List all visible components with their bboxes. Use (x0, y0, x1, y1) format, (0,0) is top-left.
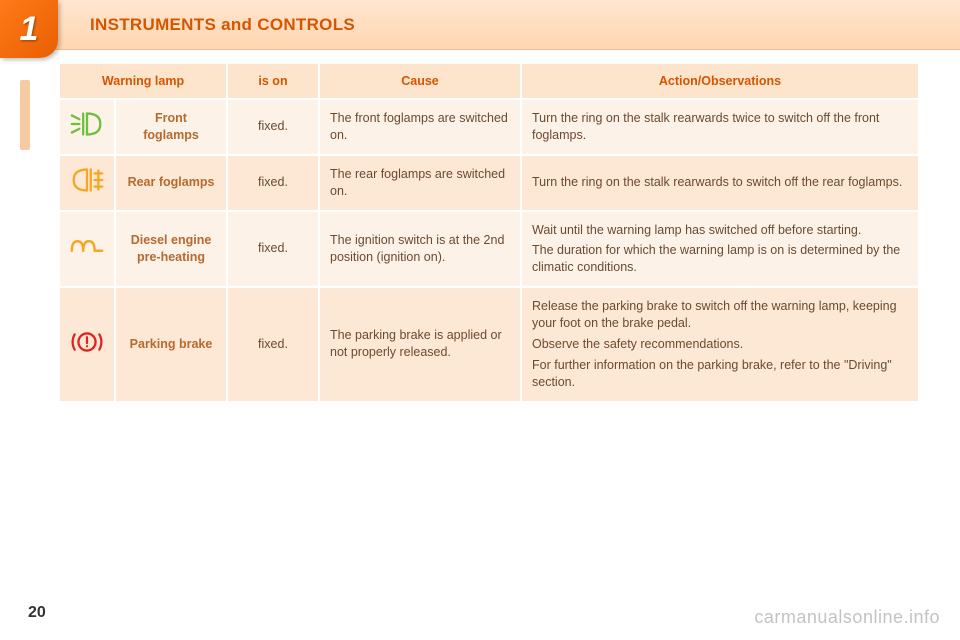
th-ison: is on (228, 64, 318, 98)
action-line: For further information on the parking b… (532, 357, 908, 391)
lamp-ison: fixed. (228, 156, 318, 210)
lamp-name: Rear foglamps (116, 156, 226, 210)
lamp-name: Diesel engine pre-heating (116, 212, 226, 287)
header-bar: INSTRUMENTS and CONTROLS (0, 0, 960, 50)
lamp-action: Wait until the warning lamp has switched… (522, 212, 918, 287)
lamp-cause: The rear foglamps are switched on. (320, 156, 520, 210)
lamp-cause: The front foglamps are switched on. (320, 100, 520, 154)
table-header-row: Warning lamp is on Cause Action/Observat… (60, 64, 918, 98)
page-number: 20 (28, 604, 46, 622)
front-foglamp-icon (60, 100, 114, 154)
table-row: Diesel engine pre-heating fixed. The ign… (60, 212, 918, 287)
lamp-ison: fixed. (228, 288, 318, 400)
side-tab (20, 80, 30, 150)
table-row: Rear foglamps fixed. The rear foglamps a… (60, 156, 918, 210)
lamp-name: Front foglamps (116, 100, 226, 154)
action-line: Observe the safety recommendations. (532, 336, 908, 353)
action-line: Turn the ring on the stalk rearwards to … (532, 174, 908, 191)
watermark: carmanualsonline.info (754, 607, 940, 628)
lamp-action: Turn the ring on the stalk rearwards to … (522, 156, 918, 210)
warning-lamp-table: Warning lamp is on Cause Action/Observat… (58, 62, 920, 403)
lamp-name: Parking brake (116, 288, 226, 400)
page-title: INSTRUMENTS and CONTROLS (90, 15, 355, 35)
parking-brake-icon (60, 288, 114, 400)
table-row: Front foglamps fixed. The front foglamps… (60, 100, 918, 154)
lamp-ison: fixed. (228, 100, 318, 154)
lamp-action: Turn the ring on the stalk rearwards twi… (522, 100, 918, 154)
chapter-number: 1 (20, 10, 39, 49)
action-line: Wait until the warning lamp has switched… (532, 222, 908, 239)
rear-foglamp-icon (60, 156, 114, 210)
action-line: Turn the ring on the stalk rearwards twi… (532, 110, 908, 144)
chapter-badge: 1 (0, 0, 58, 58)
th-action: Action/Observations (522, 64, 918, 98)
coil-icon (60, 212, 114, 287)
lamp-cause: The ignition switch is at the 2nd positi… (320, 212, 520, 287)
lamp-ison: fixed. (228, 212, 318, 287)
warning-lamp-table-wrapper: Warning lamp is on Cause Action/Observat… (58, 62, 920, 403)
lamp-cause: The parking brake is applied or not prop… (320, 288, 520, 400)
action-line: Release the parking brake to switch off … (532, 298, 908, 332)
th-cause: Cause (320, 64, 520, 98)
lamp-action: Release the parking brake to switch off … (522, 288, 918, 400)
action-line: The duration for which the warning lamp … (532, 242, 908, 276)
table-row: Parking brake fixed. The parking brake i… (60, 288, 918, 400)
th-lamp: Warning lamp (60, 64, 226, 98)
